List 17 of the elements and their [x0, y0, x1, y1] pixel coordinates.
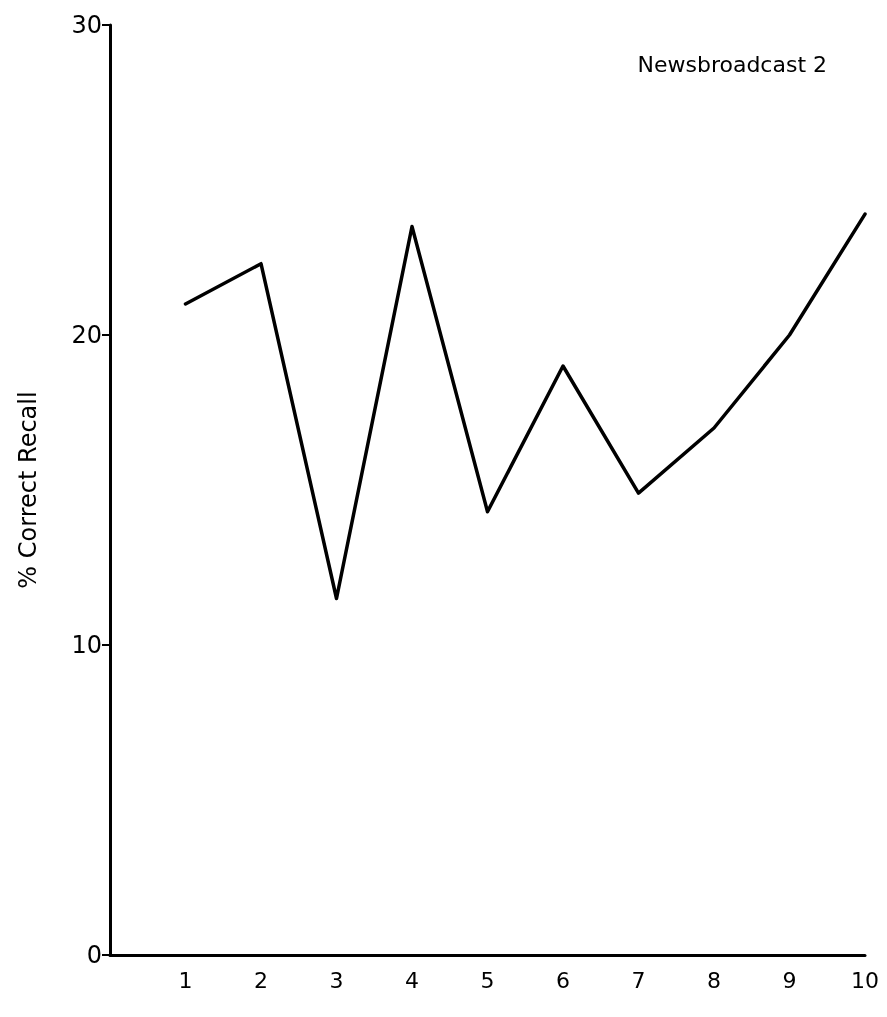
x-tick-label: 2	[254, 967, 268, 993]
y-tick-label: 30	[71, 11, 102, 39]
x-tick-label: 6	[556, 967, 570, 993]
x-tick-label: 9	[782, 967, 797, 993]
y-tick-label: 20	[71, 321, 102, 349]
y-axis-title: % Correct Recall	[14, 391, 42, 589]
y-tick-label: 10	[71, 631, 102, 659]
x-tick-label: 7	[631, 967, 646, 993]
x-tick-label: 3	[329, 967, 344, 993]
x-tick-label: 10	[851, 967, 879, 993]
line-series	[183, 212, 867, 601]
y-tick-label: 0	[86, 941, 102, 969]
x-tick-label: 8	[707, 967, 721, 993]
text: Newsbroadcast 2	[637, 51, 828, 77]
x-tick-label: 5	[480, 967, 495, 993]
x-tick-label: 1	[178, 967, 193, 993]
x-tick-label: 4	[405, 967, 419, 993]
